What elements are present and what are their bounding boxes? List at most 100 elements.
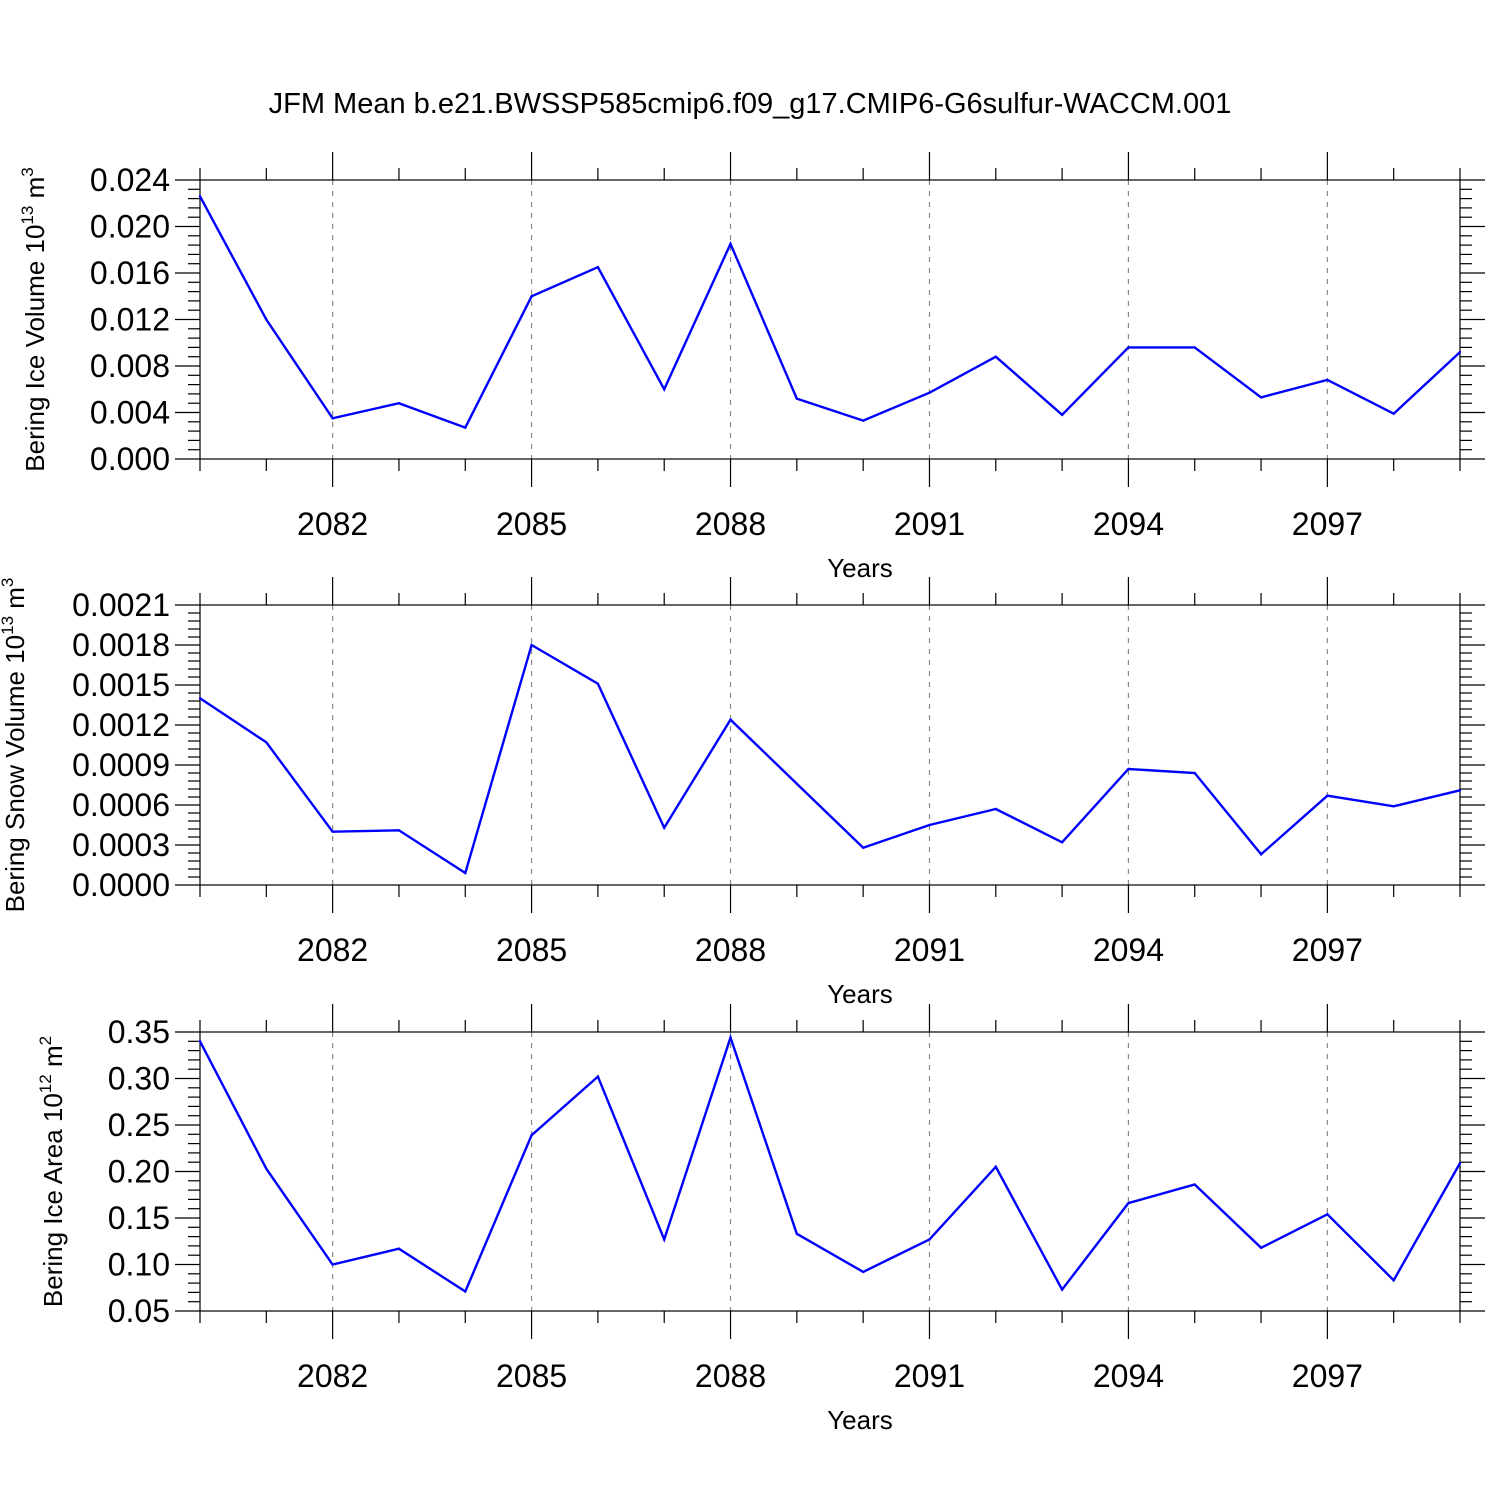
- data-point: [397, 1247, 401, 1250]
- data-point: [464, 426, 467, 429]
- data-point: [861, 846, 865, 849]
- data-point: [795, 397, 799, 400]
- data-point: [596, 1075, 600, 1078]
- y-axis-title: Bering Snow Volume 1013 m3: [0, 578, 30, 913]
- data-point: [663, 826, 666, 829]
- data-point: [265, 318, 268, 321]
- data-point: [1458, 350, 1462, 354]
- x-tick-label: 2082: [297, 1358, 368, 1394]
- data-point: [1060, 413, 1064, 417]
- x-tick-label: 2088: [695, 506, 766, 542]
- y-tick-label: 0.0000: [72, 867, 170, 903]
- y-tick-label: 0.000: [90, 441, 170, 477]
- y-tick-label: 0.0003: [72, 827, 170, 863]
- x-tick-label: 2094: [1093, 1358, 1164, 1394]
- y-tick-label: 0.0006: [72, 787, 170, 823]
- data-point: [994, 355, 997, 358]
- data-point: [928, 1238, 931, 1241]
- data-point: [1392, 412, 1395, 415]
- data-point: [464, 871, 467, 875]
- data-point: [928, 823, 931, 827]
- data-point: [1193, 346, 1196, 349]
- x-tick-label: 2091: [894, 932, 965, 968]
- series-line: [198, 195, 1461, 430]
- plot-frame: [199, 1031, 1461, 1312]
- data-point: [1259, 396, 1263, 399]
- data-point: [397, 402, 401, 405]
- data-point: [1259, 1246, 1263, 1249]
- x-tick-label: 2088: [695, 1358, 766, 1394]
- y-tick-label: 0.004: [90, 395, 170, 431]
- x-tick-label: 2091: [894, 506, 965, 542]
- figure-title: JFM Mean b.e21.BWSSP585cmip6.f09_g17.CMI…: [269, 88, 1232, 120]
- data-point: [994, 1165, 997, 1169]
- data-point: [729, 1036, 732, 1039]
- plot-frame: [199, 179, 1461, 460]
- x-axis-title: Years: [827, 553, 893, 583]
- data-point: [928, 391, 931, 394]
- data-point: [198, 697, 202, 700]
- panel-2: 0.0000 0.0003 0.0006 0.0009 0.0012 0.0015 0.00…: [0, 577, 1485, 1009]
- data-point: [530, 1134, 533, 1137]
- x-tick-label: 2085: [496, 932, 567, 968]
- data-point: [1127, 346, 1130, 349]
- y-tick-label: 0.35: [108, 1014, 170, 1050]
- panel-3: 0.05 0.10 0.15 0.20 0.25 0.30 0.35 2082 2085 2088…: [36, 1004, 1485, 1435]
- data-point: [464, 1290, 467, 1293]
- data-point: [1060, 841, 1064, 844]
- data-point: [1127, 767, 1130, 771]
- data-point: [1392, 1279, 1395, 1282]
- y-tick-label: 0.20: [108, 1154, 170, 1190]
- data-point: [198, 195, 202, 198]
- y-tick-label: 0.25: [108, 1107, 170, 1143]
- y-tick-label: 0.024: [90, 162, 170, 198]
- data-point: [596, 265, 600, 269]
- data-point: [1326, 794, 1329, 797]
- data-point: [1193, 1183, 1196, 1186]
- data-point: [596, 682, 600, 685]
- data-point: [265, 741, 268, 744]
- y-tick-label: 0.016: [90, 255, 170, 291]
- data-point: [198, 1040, 202, 1043]
- panel-1: 0.000 0.004 0.008 0.012 0.016 0.020 0.024 2082 2…: [18, 152, 1485, 583]
- x-tick-label: 2085: [496, 1358, 567, 1394]
- series-line: [198, 1033, 1462, 1294]
- y-tick-label: 0.020: [90, 209, 170, 245]
- data-point: [1127, 1201, 1130, 1205]
- x-tick-label: 2094: [1093, 932, 1164, 968]
- data-point: [861, 1270, 865, 1274]
- x-tick-label: 2082: [297, 506, 368, 542]
- y-tick-label: 0.10: [108, 1247, 170, 1283]
- x-tick-label: 2097: [1292, 1358, 1363, 1394]
- x-axis-title: Years: [827, 979, 893, 1009]
- y-tick-label: 0.0012: [72, 707, 170, 743]
- data-point: [795, 782, 799, 785]
- y-tick-label: 0.15: [108, 1200, 170, 1236]
- y-tick-label: 0.0009: [72, 747, 170, 783]
- x-tick-label: 2085: [496, 506, 567, 542]
- data-point: [1326, 378, 1329, 382]
- series-line: [199, 643, 1461, 875]
- y-tick-label: 0.30: [108, 1061, 170, 1097]
- data-point: [265, 1167, 268, 1170]
- data-point: [663, 1238, 666, 1241]
- x-tick-label: 2097: [1292, 932, 1363, 968]
- data-point: [331, 830, 334, 833]
- x-axis-title: Years: [827, 1405, 893, 1435]
- plot-frame: [199, 604, 1461, 886]
- data-point: [861, 419, 865, 422]
- y-axis-title: Bering Ice Area 1012 m2: [36, 1036, 68, 1307]
- y-tick-label: 0.0018: [72, 627, 170, 663]
- data-point: [1458, 789, 1462, 792]
- data-point: [1259, 853, 1263, 856]
- data-point: [994, 807, 997, 811]
- data-point: [331, 1263, 334, 1266]
- y-tick-label: 0.012: [90, 302, 170, 338]
- x-tick-label: 2097: [1292, 506, 1363, 542]
- data-point: [397, 829, 401, 832]
- x-tick-label: 2088: [695, 932, 766, 968]
- data-point: [1326, 1213, 1329, 1216]
- x-tick-label: 2091: [894, 1358, 965, 1394]
- y-axis-title: Bering Ice Volume 1013 m3: [18, 167, 50, 471]
